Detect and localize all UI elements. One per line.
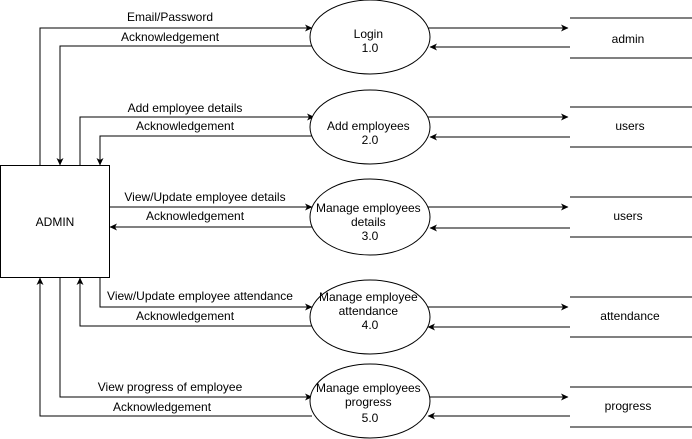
datastore-2-label: users bbox=[615, 119, 644, 133]
flow-2-response-label: Acknowledgement bbox=[136, 119, 235, 133]
process-2-line-2: 2.0 bbox=[362, 133, 379, 147]
process-2-label: Add employees 2.0 bbox=[327, 119, 413, 147]
flow-5-request-label: View progress of employee bbox=[98, 380, 243, 394]
process-3-shape bbox=[309, 178, 431, 256]
flow-4-request-line bbox=[99, 278, 313, 311]
datastore-4: attendance bbox=[570, 296, 692, 338]
flow-labels: Email/Password Acknowledgement Add emplo… bbox=[98, 10, 294, 414]
process-1-label: Login 1.0 bbox=[354, 27, 387, 55]
process-5-line-2: progress bbox=[345, 395, 392, 409]
flow-5-response-label: Acknowledgement bbox=[113, 400, 212, 414]
flow-2-request-line bbox=[79, 113, 315, 165]
flow-4-response-label: Acknowledgement bbox=[136, 309, 235, 323]
flow-5-request-line bbox=[59, 278, 313, 401]
flow-1-request-label: Email/Password bbox=[127, 10, 213, 24]
datastore-3-label: users bbox=[613, 209, 642, 223]
flow-1-request-line bbox=[39, 24, 313, 165]
process-4-shape bbox=[309, 279, 431, 355]
process-1: Login 1.0 bbox=[309, 0, 431, 75]
process-3: Manage employees details 3.0 bbox=[309, 178, 431, 256]
datastore-5: progress bbox=[570, 386, 692, 428]
process-5-shape bbox=[309, 363, 431, 439]
flow-4-response-line bbox=[76, 277, 312, 327]
flow-3-request-label: View/Update employee details bbox=[124, 190, 285, 204]
datastore-1: admin bbox=[570, 17, 692, 59]
process-4-line-3: 4.0 bbox=[362, 318, 379, 332]
flow-2-request-label: Add employee details bbox=[128, 101, 243, 115]
process-4: Manage employee attendance 4.0 bbox=[309, 279, 431, 355]
process-4-line-2: attendance bbox=[339, 304, 399, 318]
datastore-3: users bbox=[570, 196, 692, 238]
flow-1-response-line bbox=[56, 45, 312, 166]
admin-entity: ADMIN bbox=[0, 165, 110, 278]
process-3-label: Manage employees details 3.0 bbox=[316, 201, 424, 243]
process-1-shape bbox=[309, 0, 431, 75]
flow-3-response-label: Acknowledgement bbox=[146, 209, 245, 223]
datastore-5-label: progress bbox=[605, 399, 652, 413]
process-4-line-1: Manage employee bbox=[319, 290, 418, 304]
datastore-2: users bbox=[570, 106, 692, 148]
store-connectors bbox=[427, 24, 570, 420]
process-3-line-1: Manage employees bbox=[316, 201, 421, 215]
process-5: Manage employees progress 5.0 bbox=[309, 363, 431, 439]
admin-entity-label: ADMIN bbox=[36, 215, 75, 229]
datastore-4-label: attendance bbox=[600, 309, 660, 323]
process-2-shape bbox=[309, 89, 431, 165]
admin-connectors bbox=[36, 24, 315, 417]
process-2-line-1: Add employees bbox=[327, 119, 410, 133]
process-1-line-1: Login bbox=[354, 27, 383, 41]
process-2: Add employees 2.0 bbox=[309, 89, 431, 165]
process-5-label: Manage employees progress 5.0 bbox=[316, 381, 424, 425]
process-3-line-2: details bbox=[351, 215, 386, 229]
flow-2-response-line bbox=[96, 135, 314, 166]
datastore-1-label: admin bbox=[612, 32, 645, 46]
process-4-label: Manage employee attendance 4.0 bbox=[319, 290, 421, 332]
flow-5-response-line bbox=[36, 277, 312, 417]
process-5-line-3: 5.0 bbox=[362, 411, 379, 425]
admin-entity-box bbox=[0, 165, 110, 278]
flow-1-response-label: Acknowledgement bbox=[121, 30, 220, 44]
process-1-line-2: 1.0 bbox=[362, 41, 379, 55]
process-5-line-1: Manage employees bbox=[316, 381, 421, 395]
flow-4-request-label: View/Update employee attendance bbox=[107, 289, 293, 303]
process-3-line-3: 3.0 bbox=[362, 229, 379, 243]
